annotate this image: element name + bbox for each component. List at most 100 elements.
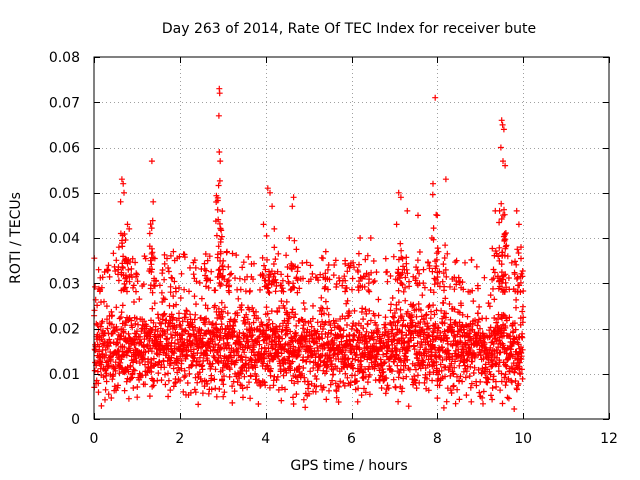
data-point	[467, 363, 474, 370]
data-point	[336, 341, 343, 348]
data-point	[425, 259, 432, 266]
data-point	[220, 381, 227, 388]
data-point	[217, 248, 224, 255]
data-point	[291, 237, 298, 244]
data-point	[313, 383, 320, 390]
data-point	[302, 318, 309, 325]
data-point	[429, 333, 436, 340]
data-point	[112, 367, 119, 374]
data-point	[247, 395, 254, 402]
data-point	[335, 383, 342, 390]
data-point	[263, 304, 270, 311]
data-point	[467, 384, 474, 391]
data-point	[417, 307, 424, 314]
data-point	[501, 206, 507, 213]
data-point	[182, 328, 189, 334]
data-point	[440, 270, 447, 277]
data-point	[231, 328, 238, 335]
data-point	[217, 239, 224, 245]
data-point	[119, 232, 126, 239]
data-point	[102, 346, 109, 353]
data-point	[229, 383, 236, 390]
data-point	[417, 319, 424, 325]
data-point	[330, 272, 337, 279]
data-point	[513, 261, 520, 268]
data-point	[146, 230, 153, 237]
data-point	[136, 296, 143, 303]
data-point	[431, 311, 438, 318]
data-point	[177, 295, 184, 301]
data-point	[502, 382, 509, 389]
data-point	[249, 336, 255, 343]
data-point	[225, 263, 232, 270]
data-point	[162, 330, 169, 337]
data-point	[176, 315, 182, 322]
data-point	[171, 278, 178, 285]
y-tick-label: 0	[71, 412, 80, 428]
data-point	[320, 384, 327, 391]
data-point	[186, 288, 192, 295]
data-point	[333, 281, 340, 287]
data-point	[484, 379, 491, 386]
data-point	[281, 305, 288, 312]
data-point	[397, 194, 404, 201]
data-point	[421, 284, 428, 291]
data-point	[308, 323, 315, 330]
data-point	[193, 301, 199, 308]
data-point	[158, 289, 165, 296]
data-point	[293, 274, 300, 281]
data-point	[299, 370, 305, 377]
data-point	[224, 357, 231, 364]
data-point	[355, 268, 362, 275]
y-tick-label: 0.04	[49, 231, 80, 247]
data-point	[424, 320, 431, 327]
data-point	[322, 298, 329, 305]
data-point	[378, 385, 385, 391]
data-point	[335, 399, 342, 405]
data-point	[110, 371, 117, 378]
data-point	[458, 302, 465, 309]
data-point	[156, 282, 163, 289]
data-point	[382, 390, 389, 397]
data-point	[201, 260, 208, 267]
data-point	[187, 311, 194, 318]
data-point	[120, 253, 127, 260]
data-point	[107, 340, 114, 347]
data-point	[444, 385, 451, 392]
data-point	[119, 243, 126, 250]
data-point	[391, 314, 397, 321]
data-point	[519, 303, 526, 310]
data-point	[401, 340, 408, 347]
y-axis-label: ROTI / TECUs	[8, 192, 24, 284]
data-point	[320, 274, 327, 281]
data-point	[431, 281, 438, 288]
data-point	[443, 398, 450, 405]
x-tick-labels: 0 2 4 6 8 10 12	[90, 431, 618, 447]
data-point	[213, 232, 220, 239]
data-point	[397, 240, 404, 247]
data-point	[289, 309, 295, 316]
data-point	[402, 353, 409, 360]
data-point	[400, 263, 406, 270]
data-point	[252, 376, 259, 383]
data-point	[165, 346, 172, 353]
data-point	[413, 366, 419, 373]
data-point	[449, 324, 455, 331]
data-point	[134, 271, 140, 278]
data-point	[486, 368, 493, 375]
x-tick-label: 2	[175, 431, 184, 447]
data-point	[328, 327, 335, 334]
data-point	[103, 352, 110, 359]
data-point	[246, 321, 253, 327]
data-point	[363, 328, 370, 335]
data-point	[118, 333, 125, 339]
data-point	[202, 251, 209, 257]
data-point	[267, 365, 274, 372]
y-tick-labels: 0 0.01 0.02 0.03 0.04 0.05 0.06 0.07 0.08	[49, 50, 80, 428]
data-point	[481, 339, 488, 346]
data-point	[346, 310, 353, 316]
data-point	[476, 389, 483, 396]
data-point	[260, 360, 267, 367]
data-point	[282, 386, 288, 393]
data-point	[261, 262, 267, 269]
